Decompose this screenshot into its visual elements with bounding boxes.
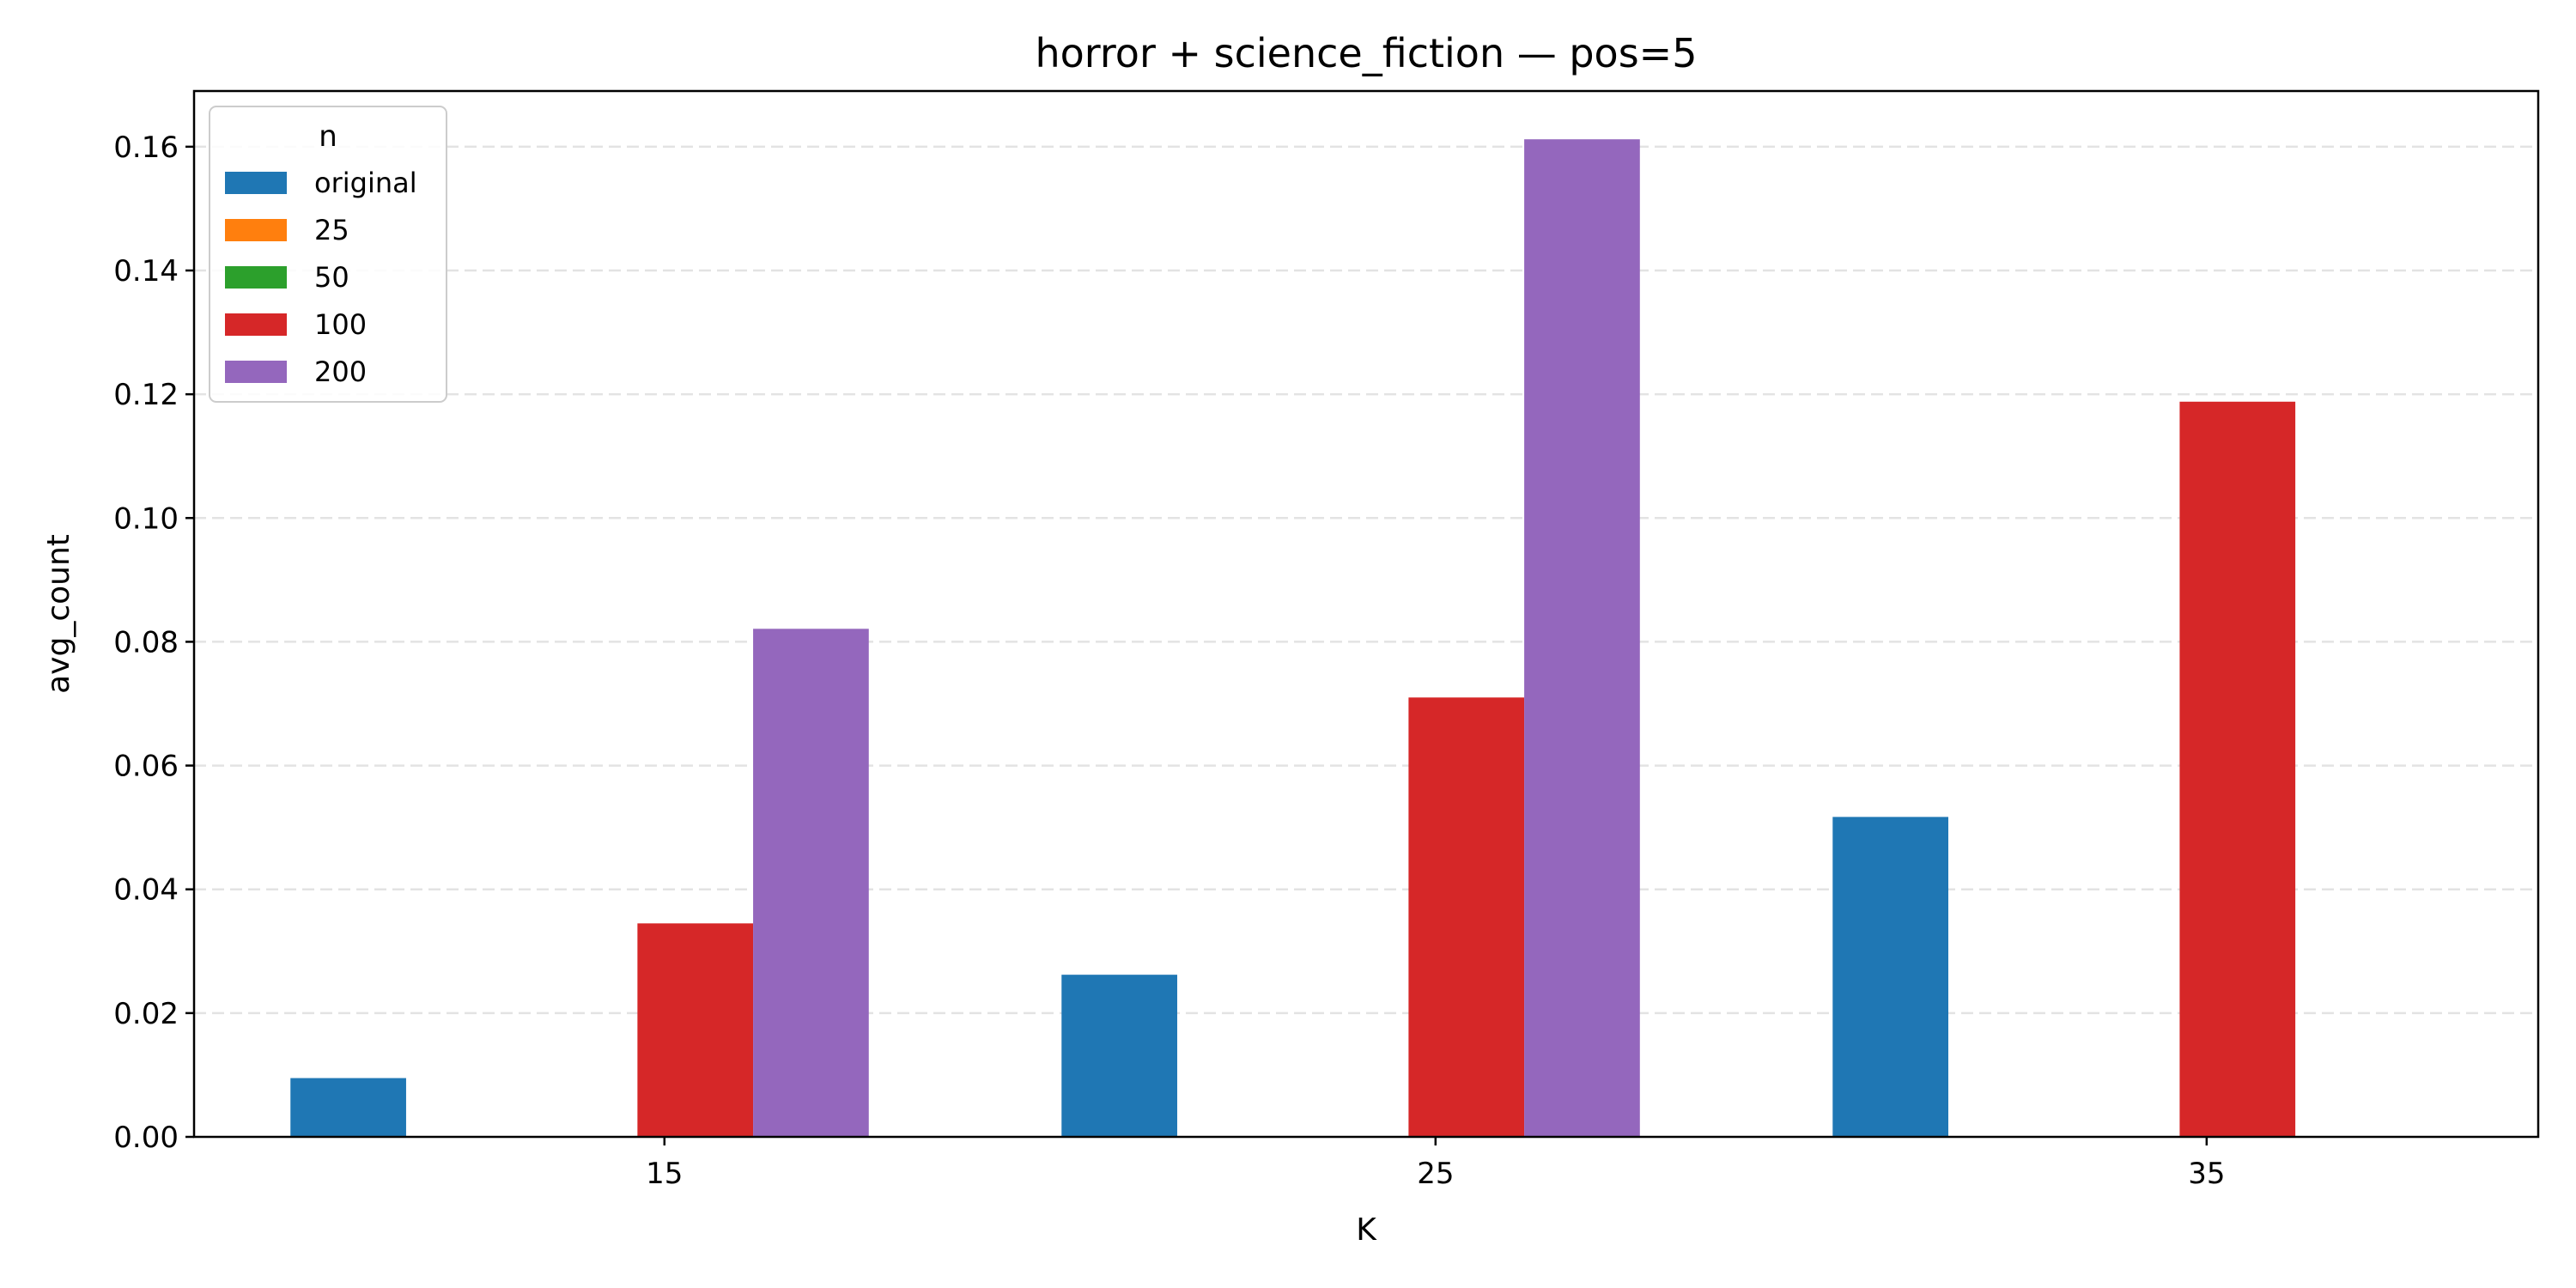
legend: n original 25 50 100 200 <box>209 106 447 403</box>
bar-original-K35 <box>1832 817 1949 1137</box>
legend-label-100: 100 <box>314 308 367 341</box>
legend-title: n <box>319 119 337 154</box>
legend-label-50: 50 <box>314 261 349 294</box>
bar-original-K15 <box>290 1078 406 1137</box>
x-tick-label: 15 <box>646 1157 683 1191</box>
legend-swatch-50 <box>225 266 287 289</box>
x-tick-label: 35 <box>2188 1157 2225 1191</box>
bars <box>290 139 2296 1138</box>
bar-100-K25 <box>1408 697 1525 1137</box>
legend-swatch-25 <box>225 219 287 241</box>
gridlines <box>194 145 2538 1015</box>
y-tick-label: 0.16 <box>113 131 179 165</box>
legend-swatch-original <box>225 172 287 194</box>
bar-200-K25 <box>1524 139 1640 1138</box>
legend-swatch-200 <box>225 361 287 383</box>
x-tick-label: 25 <box>1417 1157 1454 1191</box>
legend-label-25: 25 <box>314 214 349 246</box>
x-axis-label: K <box>1356 1212 1377 1248</box>
y-tick-label: 0.04 <box>113 873 179 908</box>
bar-original-K25 <box>1061 975 1177 1137</box>
y-tick-label: 0.14 <box>113 254 179 289</box>
y-axis-label: avg_count <box>41 534 76 694</box>
legend-label-original: original <box>314 167 417 199</box>
chart-title: horror + science_fiction — pos=5 <box>1036 30 1698 76</box>
x-axis-ticks: 15 25 35 <box>646 1137 2225 1191</box>
plot-frame <box>192 89 2540 1139</box>
bar-200-K15 <box>753 629 869 1137</box>
y-tick-label: 0.08 <box>113 625 179 659</box>
y-tick-label: 0.00 <box>113 1121 179 1155</box>
legend-label-200: 200 <box>314 355 367 388</box>
y-axis-ticks: 0.00 0.02 0.04 0.06 0.08 0.10 0.12 0.14 0.16 <box>113 131 194 1155</box>
legend-items: original 25 50 100 200 <box>225 167 417 388</box>
bar-100-K35 <box>2179 401 2296 1137</box>
y-tick-label: 0.02 <box>113 997 179 1031</box>
y-tick-label: 0.10 <box>113 501 179 536</box>
bar-100-K15 <box>637 923 754 1137</box>
y-tick-label: 0.06 <box>113 750 179 784</box>
legend-swatch-100 <box>225 313 287 336</box>
y-tick-label: 0.12 <box>113 378 179 412</box>
